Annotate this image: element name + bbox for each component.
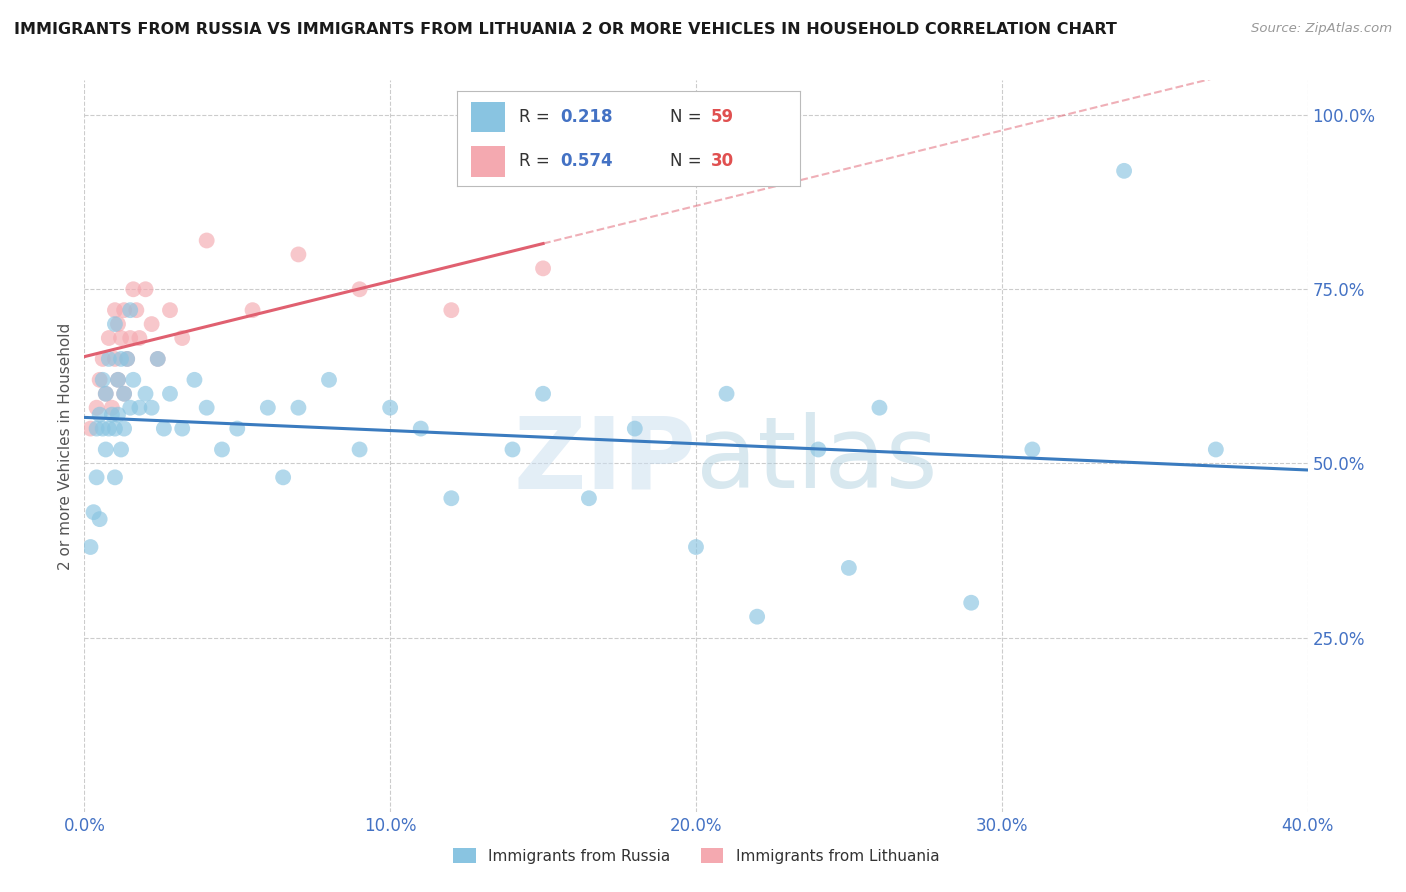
Point (104, 470, 127, 484)
Point (107, 317, 129, 331)
Point (960, 596, 983, 610)
Point (97, 351, 120, 366)
Point (1114, 164, 1136, 178)
Point (807, 442, 830, 457)
Point (86, 470, 108, 484)
Point (135, 282, 157, 296)
Point (440, 491, 463, 506)
Y-axis label: 2 or more Vehicles in Household: 2 or more Vehicles in Household (58, 322, 73, 570)
Point (120, 303, 142, 318)
Text: Source: ZipAtlas.com: Source: ZipAtlas.com (1251, 22, 1392, 36)
Point (502, 442, 524, 457)
Point (110, 442, 132, 457)
Point (747, 609, 769, 624)
Point (172, 331, 194, 345)
Point (91, 421, 114, 435)
Point (159, 386, 181, 401)
Text: IMMIGRANTS FROM RUSSIA VS IMMIGRANTS FROM LITHUANIA 2 OR MORE VEHICLES IN HOUSEH: IMMIGRANTS FROM RUSSIA VS IMMIGRANTS FRO… (14, 22, 1116, 37)
Point (91, 351, 114, 366)
Point (89, 373, 111, 387)
Point (112, 386, 135, 401)
Point (531, 261, 554, 276)
Point (79, 421, 101, 435)
Point (122, 373, 145, 387)
Point (97, 331, 120, 345)
Point (211, 442, 233, 457)
Legend: Immigrants from Russia, Immigrants from Lithuania: Immigrants from Russia, Immigrants from … (447, 842, 945, 870)
Point (135, 386, 157, 401)
Point (97, 421, 120, 435)
Point (195, 401, 218, 415)
Point (86, 421, 108, 435)
Point (195, 234, 218, 248)
Text: ZIP: ZIP (513, 412, 696, 509)
Point (128, 331, 150, 345)
Point (349, 442, 371, 457)
Point (112, 303, 135, 318)
Point (141, 401, 163, 415)
Point (107, 373, 129, 387)
Point (110, 351, 132, 366)
Point (91, 373, 114, 387)
Point (104, 351, 127, 366)
Point (287, 247, 309, 261)
Point (86, 401, 108, 415)
Point (1021, 442, 1043, 457)
Point (578, 491, 600, 506)
Point (159, 303, 181, 318)
Point (104, 303, 127, 318)
Point (104, 317, 127, 331)
Point (128, 401, 150, 415)
Point (409, 421, 432, 435)
Point (531, 386, 554, 401)
Point (1205, 442, 1227, 457)
Text: atlas: atlas (696, 412, 938, 509)
Point (112, 421, 135, 435)
Point (94, 386, 117, 401)
Point (115, 351, 138, 366)
Point (183, 373, 205, 387)
Point (257, 401, 280, 415)
Point (172, 421, 194, 435)
Point (838, 561, 860, 575)
Point (115, 351, 138, 366)
Point (318, 373, 340, 387)
Point (125, 303, 148, 318)
Point (271, 470, 294, 484)
Point (89, 408, 111, 422)
Point (110, 331, 132, 345)
Point (716, 386, 738, 401)
Point (83, 505, 105, 519)
Point (146, 351, 169, 366)
Point (287, 401, 309, 415)
Point (242, 303, 264, 318)
Point (94, 386, 117, 401)
Point (122, 282, 145, 296)
Point (624, 421, 647, 435)
Point (146, 351, 169, 366)
Point (79, 540, 101, 554)
Point (440, 303, 463, 318)
Point (226, 421, 249, 435)
Point (107, 408, 129, 422)
Point (94, 442, 117, 457)
Point (101, 408, 124, 422)
Point (380, 401, 402, 415)
Point (104, 421, 127, 435)
Point (349, 282, 371, 296)
Point (107, 373, 129, 387)
Point (120, 331, 142, 345)
Point (101, 401, 124, 415)
Point (112, 386, 135, 401)
Point (869, 401, 891, 415)
Point (120, 401, 142, 415)
Point (141, 317, 163, 331)
Point (153, 421, 176, 435)
Point (89, 512, 111, 526)
Point (685, 540, 707, 554)
